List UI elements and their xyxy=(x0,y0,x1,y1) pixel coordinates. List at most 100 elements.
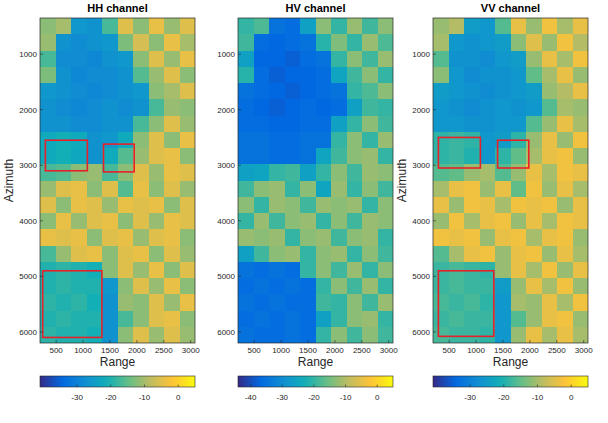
x-tick-label: 2000 xyxy=(128,346,146,355)
y-tick xyxy=(433,220,436,221)
colorbar-tick xyxy=(537,385,538,388)
cell xyxy=(316,181,332,198)
cell xyxy=(573,246,589,263)
cell xyxy=(511,262,527,279)
cell xyxy=(164,262,180,279)
cell xyxy=(464,229,480,246)
cell xyxy=(542,229,558,246)
cell xyxy=(285,99,301,116)
cell xyxy=(464,311,480,328)
cell xyxy=(164,181,180,198)
cell xyxy=(542,197,558,214)
cell xyxy=(449,148,465,165)
y-tick-label: 4000 xyxy=(412,217,430,226)
cell xyxy=(87,197,103,214)
cell xyxy=(378,181,394,198)
cell xyxy=(56,164,72,181)
cell xyxy=(433,164,449,181)
y-tick xyxy=(238,54,241,55)
cell xyxy=(331,294,347,311)
cell xyxy=(480,246,496,263)
cell xyxy=(180,116,196,133)
y-tick-label: 1000 xyxy=(19,50,37,59)
cell xyxy=(71,294,87,311)
cell xyxy=(102,51,118,68)
cell xyxy=(480,116,496,133)
cell xyxy=(480,132,496,149)
cell xyxy=(495,294,511,311)
cell xyxy=(56,181,72,198)
cell xyxy=(133,164,149,181)
x-tick xyxy=(449,340,450,343)
x-tick xyxy=(361,340,362,343)
cell xyxy=(269,327,285,343)
x-tick xyxy=(556,340,557,343)
cell xyxy=(56,229,72,246)
y-tick xyxy=(238,331,241,332)
cell xyxy=(557,213,573,230)
cell xyxy=(164,164,180,181)
region-box xyxy=(438,271,493,337)
cell xyxy=(347,262,363,279)
cell xyxy=(238,278,254,295)
cell xyxy=(331,34,347,51)
cell xyxy=(238,164,254,181)
x-tick xyxy=(56,340,57,343)
cell xyxy=(300,132,316,149)
cell xyxy=(102,34,118,51)
cell xyxy=(433,34,449,51)
cell xyxy=(573,116,589,133)
cell xyxy=(149,197,165,214)
x-tick-label: 2000 xyxy=(521,346,539,355)
cell xyxy=(164,294,180,311)
cell xyxy=(526,327,542,343)
cell xyxy=(118,132,134,149)
cell xyxy=(378,327,394,343)
y-tick-label: 1000 xyxy=(217,50,235,59)
y-tick xyxy=(433,54,436,55)
cell xyxy=(449,116,465,133)
cell xyxy=(180,197,196,214)
cell xyxy=(464,294,480,311)
cell xyxy=(149,311,165,328)
cell xyxy=(254,51,270,68)
cell xyxy=(118,83,134,100)
y-tick-label: 5000 xyxy=(19,272,37,281)
colorbar-tick-label: 0 xyxy=(176,393,181,402)
cell xyxy=(102,67,118,84)
cell xyxy=(164,197,180,214)
cell xyxy=(362,278,378,295)
cells xyxy=(238,18,393,343)
y-tick-label: 6000 xyxy=(19,328,37,337)
colorbar-tick-label: -10 xyxy=(139,393,151,402)
cell xyxy=(362,181,378,198)
cell xyxy=(254,311,270,328)
cell xyxy=(300,83,316,100)
cell xyxy=(269,181,285,198)
cell xyxy=(573,197,589,214)
cell xyxy=(285,132,301,149)
y-tick xyxy=(238,165,241,166)
cell xyxy=(511,229,527,246)
cell xyxy=(573,34,589,51)
cell xyxy=(511,18,527,35)
colorbar-tick xyxy=(313,385,314,388)
cell xyxy=(300,34,316,51)
cell xyxy=(164,18,180,35)
cell xyxy=(149,83,165,100)
cell xyxy=(347,34,363,51)
cell xyxy=(40,148,56,165)
cell xyxy=(40,181,56,198)
cell xyxy=(285,213,301,230)
cell xyxy=(238,181,254,198)
region-box xyxy=(438,137,480,168)
cell xyxy=(87,213,103,230)
cell xyxy=(285,18,301,35)
cell xyxy=(347,229,363,246)
cell xyxy=(149,132,165,149)
cell xyxy=(180,311,196,328)
x-axis-title: Range xyxy=(298,355,334,369)
cell xyxy=(285,262,301,279)
cell xyxy=(285,51,301,68)
cell xyxy=(347,116,363,133)
